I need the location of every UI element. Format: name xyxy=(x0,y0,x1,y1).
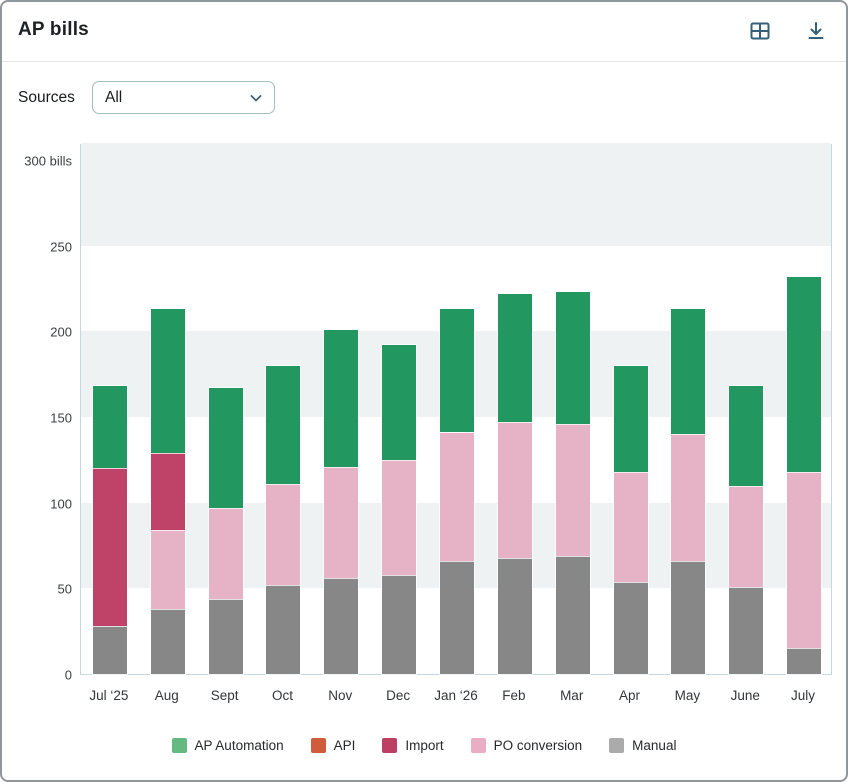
page-title: AP bills xyxy=(18,19,89,40)
bar-segment[interactable] xyxy=(207,386,244,509)
sources-dropdown-value: All xyxy=(105,88,123,106)
legend-swatch xyxy=(171,738,187,753)
legend-item[interactable]: Import xyxy=(382,738,444,753)
bar-segment[interactable] xyxy=(265,583,302,676)
bar-segment[interactable] xyxy=(439,308,475,434)
bar-segment[interactable] xyxy=(496,421,533,559)
legend-item[interactable]: PO conversion xyxy=(470,738,583,753)
x-tick-label: Dec xyxy=(386,688,411,703)
legend-label: PO conversion xyxy=(493,738,583,753)
legend-item[interactable]: AP Automation xyxy=(171,738,284,753)
bar-segment[interactable] xyxy=(381,344,418,461)
bar-segment[interactable] xyxy=(554,291,591,425)
legend-swatch xyxy=(310,738,326,753)
bar-segment[interactable] xyxy=(554,554,591,676)
legend-label: Manual xyxy=(632,738,677,753)
bar-segment[interactable] xyxy=(786,470,823,650)
x-tick-label: Sept xyxy=(210,688,239,703)
bar-segment[interactable] xyxy=(670,308,707,436)
header-divider xyxy=(2,61,846,62)
x-tick-label: May xyxy=(674,688,701,703)
chevron-down-icon xyxy=(250,94,262,101)
bar-segment[interactable] xyxy=(554,422,591,557)
legend-swatch xyxy=(470,738,486,753)
x-tick-label: June xyxy=(730,688,760,703)
widget-header: AP bills xyxy=(2,2,846,61)
x-tick-label: Mar xyxy=(560,688,584,703)
y-tick-label: 300 bills xyxy=(24,153,72,169)
y-tick-label: 100 xyxy=(50,496,72,512)
y-tick-label: 50 xyxy=(57,581,72,597)
x-tick-label: Apr xyxy=(619,688,641,703)
bar-segment[interactable] xyxy=(323,465,360,580)
bar-segment[interactable] xyxy=(670,559,707,676)
y-tick-label: 0 xyxy=(64,667,72,683)
legend-item[interactable]: API xyxy=(310,738,356,753)
bar-segment[interactable] xyxy=(91,625,128,675)
x-tick-label: Oct xyxy=(271,688,293,703)
bar-segment[interactable] xyxy=(612,364,649,473)
y-tick-label: 250 xyxy=(50,239,72,255)
bar-segment[interactable] xyxy=(149,308,186,455)
bar-segment[interactable] xyxy=(149,452,186,532)
bar-segment[interactable] xyxy=(323,328,360,468)
bar-segment[interactable] xyxy=(439,559,475,676)
sources-dropdown[interactable]: All xyxy=(92,81,275,114)
x-tick-label: Nov xyxy=(328,688,353,703)
bar-segment[interactable] xyxy=(207,597,244,676)
bar-segment[interactable] xyxy=(728,484,765,588)
x-tick-label: Feb xyxy=(502,688,526,703)
legend-label: AP Automation xyxy=(194,738,284,753)
bar-segment[interactable] xyxy=(612,580,649,676)
grid-band xyxy=(81,143,831,246)
bar-segment[interactable] xyxy=(265,482,302,586)
bar-segment[interactable] xyxy=(323,577,360,675)
bar-segment[interactable] xyxy=(496,292,533,424)
bar-segment[interactable] xyxy=(786,647,823,675)
bar-segment[interactable] xyxy=(149,529,186,610)
bar-segment[interactable] xyxy=(91,467,128,628)
y-tick-label: 200 xyxy=(50,324,72,340)
legend-swatch xyxy=(609,738,625,753)
bar-segment[interactable] xyxy=(612,470,649,583)
sources-label: Sources xyxy=(18,89,75,106)
bar-segment[interactable] xyxy=(496,556,533,676)
x-tick-label: Aug xyxy=(154,688,179,703)
bar-segment[interactable] xyxy=(728,585,765,676)
bar-segment[interactable] xyxy=(439,431,475,562)
x-tick-label: Jan ‘26 xyxy=(434,688,478,703)
bar-segment[interactable] xyxy=(786,275,823,473)
legend-label: Import xyxy=(405,738,444,753)
bar-segment[interactable] xyxy=(381,573,418,676)
bar-segment[interactable] xyxy=(265,364,302,485)
header-actions xyxy=(748,19,828,43)
download-icon[interactable] xyxy=(804,19,828,43)
x-tick-label: Jul ‘25 xyxy=(89,688,129,703)
bar-segment[interactable] xyxy=(728,385,765,487)
bar-segment[interactable] xyxy=(381,458,418,576)
bar-segment[interactable] xyxy=(149,607,186,676)
bar-segment[interactable] xyxy=(207,506,244,600)
table-view-icon[interactable] xyxy=(748,19,772,43)
filter-bar: Sources All xyxy=(2,62,846,118)
bar-segment[interactable] xyxy=(670,433,707,562)
legend-item[interactable]: Manual xyxy=(609,738,676,753)
legend-swatch xyxy=(382,738,398,753)
x-tick-label: July xyxy=(791,688,816,703)
legend-label: API xyxy=(333,738,356,753)
y-tick-label: 150 xyxy=(50,410,72,426)
bar-segment[interactable] xyxy=(91,385,128,470)
chart-legend: AP Automation API Import PO conversion Manua… xyxy=(2,738,846,753)
plot-area xyxy=(80,143,832,676)
